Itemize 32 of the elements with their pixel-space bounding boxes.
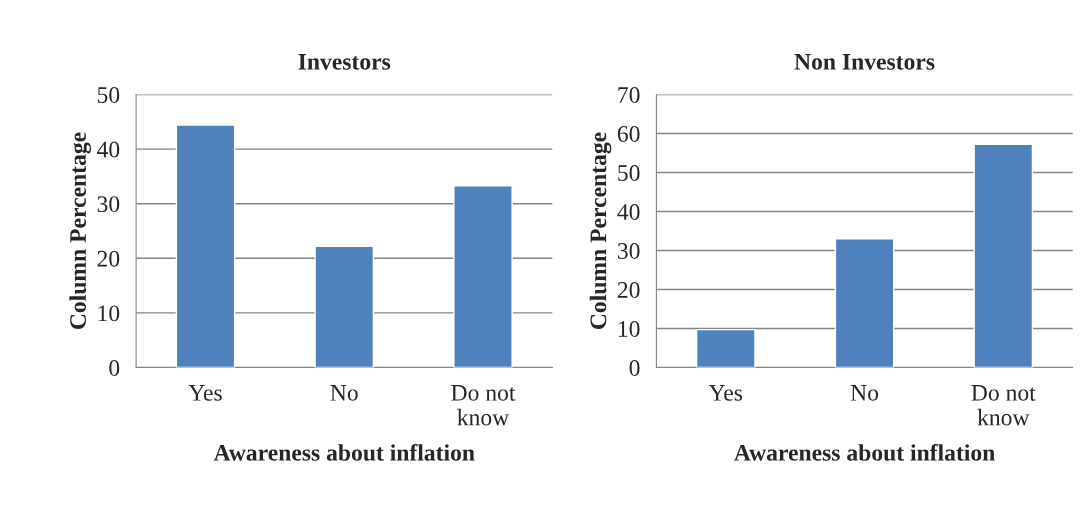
y-tick-label: 30 — [97, 196, 120, 213]
bar — [834, 238, 895, 368]
x-tick-label: Do not know — [971, 385, 1036, 426]
y-tick-label: 60 — [617, 125, 640, 142]
y-tick-label: 70 — [618, 86, 640, 103]
x-tick-label: No — [330, 385, 358, 401]
y-tick-label: 0 — [109, 359, 120, 376]
y-tick-label: 0 — [629, 359, 640, 376]
x-tick-label: Yes — [188, 385, 222, 401]
bar — [314, 245, 375, 368]
y-tick-label: 40 — [97, 141, 120, 158]
y-tick-label: 10 — [618, 320, 640, 337]
x-axis-title: Awareness about inflation — [213, 443, 475, 461]
y-tick-label: 20 — [617, 281, 640, 298]
bar — [695, 328, 756, 368]
x-tick-label: No — [850, 385, 879, 401]
bar — [175, 124, 236, 368]
y-axis-title: Column Percentage — [69, 132, 91, 329]
y-tick-label: 50 — [618, 164, 640, 181]
y-axis-title: Column Percentage — [589, 132, 612, 329]
bar — [453, 184, 513, 368]
y-tick-label: 20 — [97, 250, 120, 267]
y-tick-label: 10 — [98, 305, 120, 322]
y-tick-label: 30 — [617, 242, 640, 259]
y-tick-label: 40 — [617, 203, 640, 220]
bar — [973, 143, 1034, 368]
x-tick-label: Do not know — [451, 385, 516, 426]
x-axis-title: Awareness about inflation — [734, 443, 995, 461]
chart-title: Non Investors — [794, 54, 935, 70]
chart-title: Investors — [298, 54, 391, 70]
x-tick-label: Yes — [708, 385, 743, 401]
y-tick-label: 50 — [97, 86, 120, 103]
